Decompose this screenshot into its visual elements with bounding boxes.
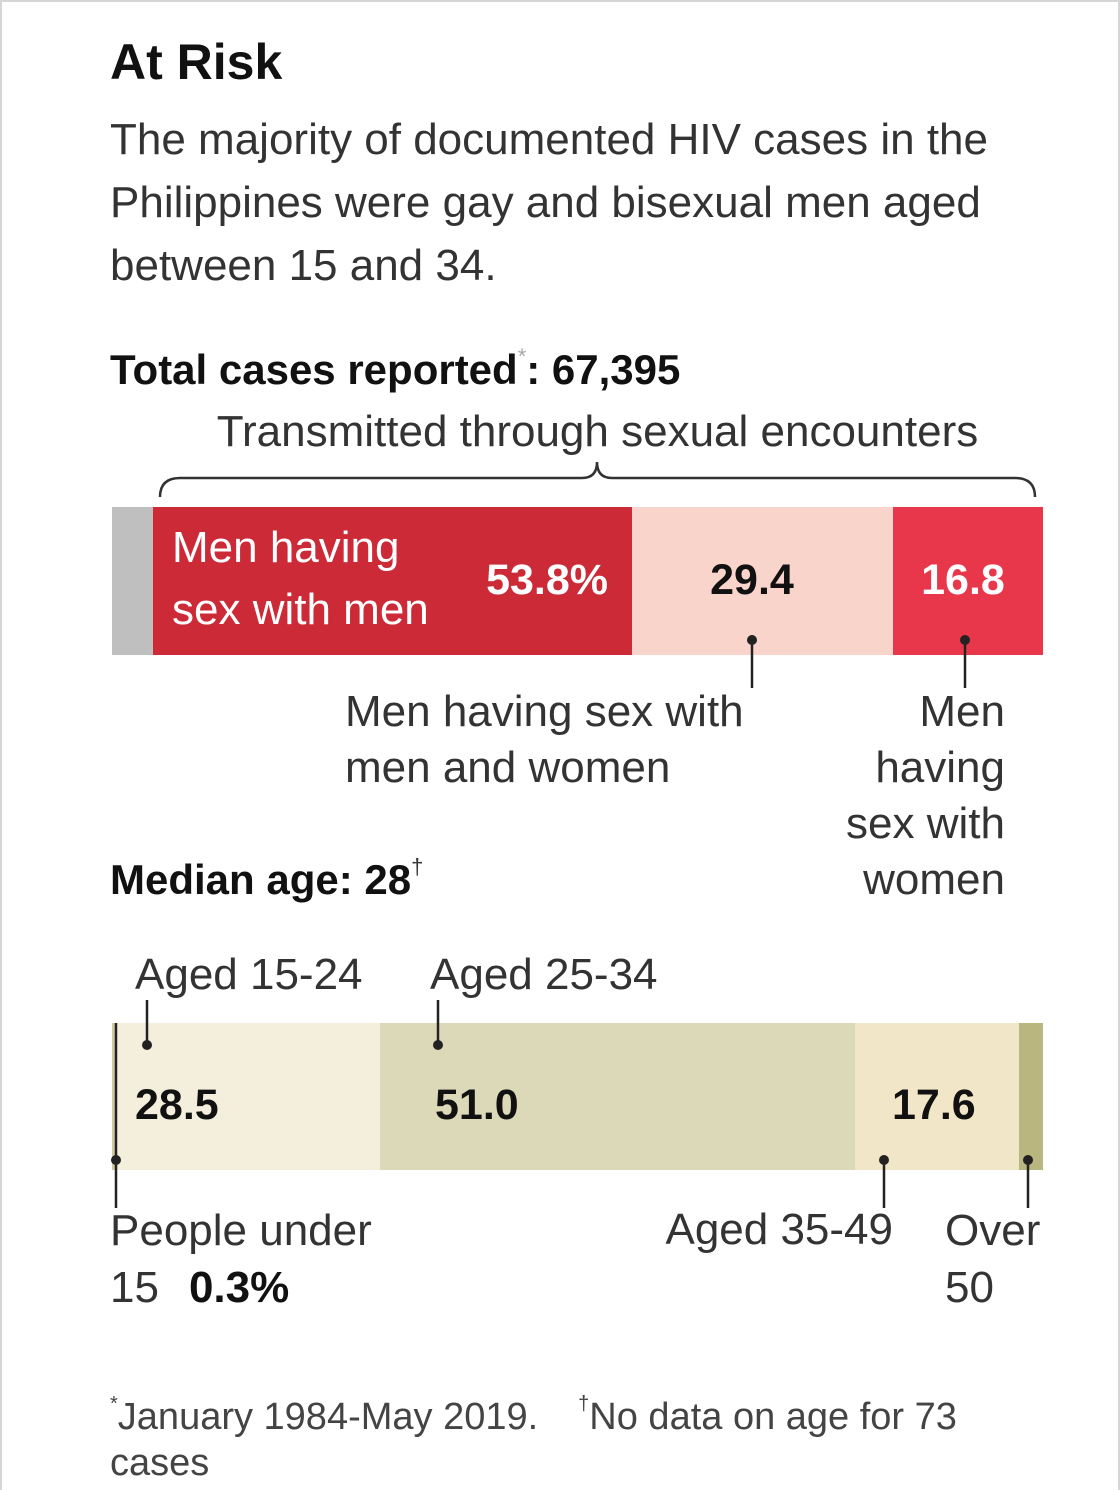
label-aged-35-49: Aged 35-49 xyxy=(665,1205,893,1254)
label-line: having xyxy=(875,743,1005,792)
label-men-with-women: Men having sex with women xyxy=(805,684,1005,908)
bar-segment-other-transmission xyxy=(112,507,153,655)
value-men-with-men: 53.8% xyxy=(486,556,608,604)
label-line: 50 xyxy=(945,1263,994,1312)
label-line-part: 15 xyxy=(110,1263,159,1312)
label-line: People under xyxy=(110,1206,372,1255)
label-aged-25-34: Aged 25-34 xyxy=(430,950,658,999)
transmission-stacked-bar xyxy=(112,507,1043,655)
footnote-2-text: No data on age for 73 xyxy=(589,1396,957,1438)
label-men-with-men: Men having sex with men xyxy=(172,517,429,641)
bar-segment-aged-35-49 xyxy=(854,1023,1020,1170)
value-under-15: 0.3% xyxy=(188,1263,290,1312)
label-over-50: Over 50 xyxy=(945,1202,1040,1316)
value-aged-15-24: 28.5 xyxy=(135,1081,219,1129)
value-men-with-men-and-women: 29.4 xyxy=(710,556,794,604)
value-aged-25-34: 51.0 xyxy=(435,1081,519,1129)
subtitle-line: The majority of documented HIV cases in … xyxy=(110,115,988,164)
label-line: Over xyxy=(945,1206,1041,1255)
label-line: Men having xyxy=(172,523,400,572)
age-stacked-bar xyxy=(112,1023,1043,1170)
label-line: Men xyxy=(919,687,1005,736)
footnote-1-text: January 1984-May 2019. xyxy=(117,1396,539,1438)
sexual-transmission-group-label: Transmitted through sexual encounters xyxy=(216,407,979,456)
sexual-encounters-brace xyxy=(158,461,1037,498)
bar-segment-men-with-women xyxy=(893,507,1043,655)
footnote-mark-dagger: † xyxy=(411,854,424,879)
footnote-1-mark: * xyxy=(110,1393,118,1415)
bar-segment-men-with-men xyxy=(153,507,633,655)
label-men-with-men-and-women: Men having sex with men and women xyxy=(345,684,744,796)
total-cases-value: : 67,395 xyxy=(526,346,681,393)
median-age-heading: Median age: 28† xyxy=(110,856,423,904)
bar-segment-men-with-men-and-women xyxy=(631,507,894,655)
chart-subtitle: The majority of documented HIV cases in … xyxy=(110,108,988,297)
label-line: sex with men xyxy=(172,585,429,634)
total-cases-label: Total cases reported xyxy=(110,346,518,393)
value-aged-35-49: 17.6 xyxy=(892,1081,976,1129)
value-men-with-women: 16.8 xyxy=(921,556,1005,604)
label-line: 15 0.3% xyxy=(110,1259,372,1316)
chart-title: At Risk xyxy=(110,34,283,90)
footnote-2-mark: † xyxy=(578,1393,590,1415)
label-line: Men having sex with xyxy=(345,687,744,736)
label-line: women xyxy=(863,855,1005,904)
bar-segment-over-50 xyxy=(1018,1023,1043,1170)
label-line: men and women xyxy=(345,743,671,792)
subtitle-line: between 15 and 34. xyxy=(110,241,497,290)
bar-segment-aged-25-34 xyxy=(380,1023,856,1170)
footnote-2-text: cases xyxy=(110,1442,210,1484)
bar-segment-under-15 xyxy=(112,1023,116,1170)
total-cases-heading: Total cases reported*: 67,395 xyxy=(110,346,680,394)
label-people-under-15: People under 15 0.3% xyxy=(110,1202,372,1316)
label-aged-15-24: Aged 15-24 xyxy=(135,950,363,999)
footnotes: *January 1984-May 2019. †No data on age f… xyxy=(110,1394,957,1486)
subtitle-line: Philippines were gay and bisexual men ag… xyxy=(110,178,981,227)
label-line: sex with xyxy=(846,799,1005,848)
bar-segment-aged-15-24 xyxy=(114,1023,381,1170)
footnote-mark-asterisk: * xyxy=(517,344,527,369)
median-age-label: Median age: 28 xyxy=(110,856,412,903)
